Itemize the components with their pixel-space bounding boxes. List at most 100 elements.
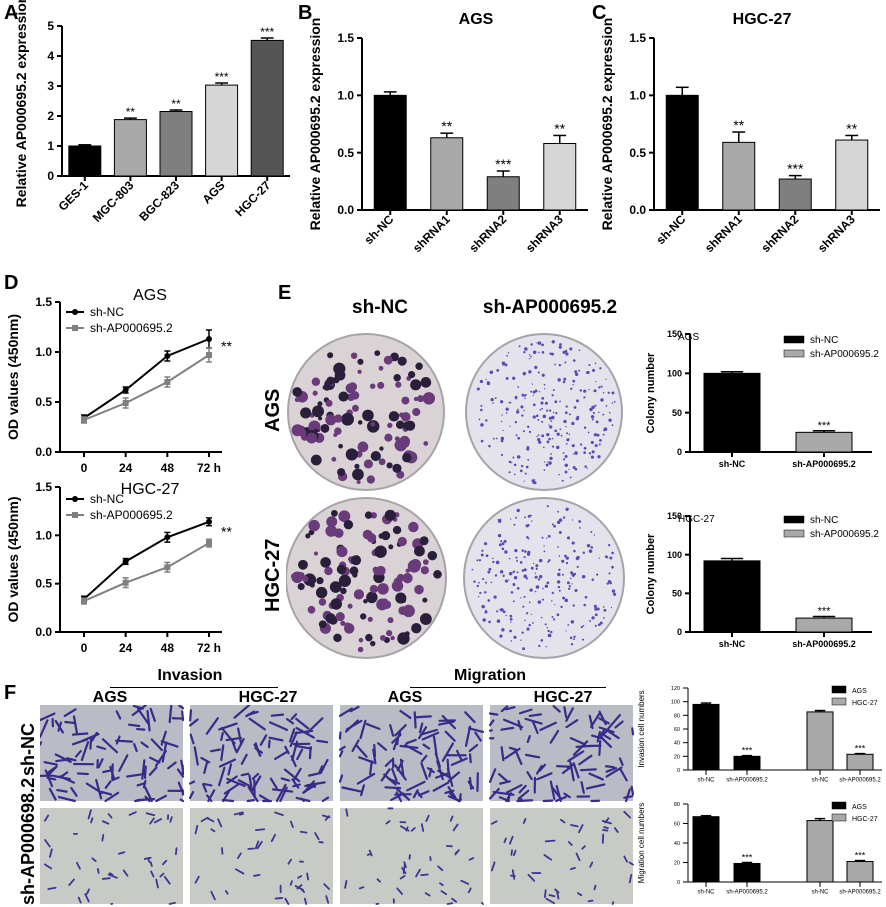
cell	[415, 715, 432, 719]
colony	[476, 387, 480, 391]
colony	[480, 380, 484, 383]
cell	[203, 760, 209, 775]
significance-label: **	[221, 338, 232, 354]
data-point	[122, 400, 129, 406]
colony	[516, 559, 519, 562]
colony	[508, 401, 511, 404]
cell	[500, 705, 509, 713]
x-tick-label: sh-NC	[811, 890, 829, 896]
colony	[603, 608, 607, 612]
significance-label: ***	[855, 851, 866, 861]
colony	[554, 603, 556, 606]
cell	[405, 738, 417, 745]
colony	[482, 578, 485, 581]
colony	[549, 352, 552, 355]
cell	[267, 739, 271, 749]
cell	[91, 857, 97, 862]
cell	[48, 787, 57, 801]
cell	[128, 811, 137, 816]
colony	[551, 600, 553, 602]
cell	[217, 818, 223, 828]
cell	[356, 772, 376, 785]
colony	[528, 370, 532, 374]
y-axis-label: Colony number	[645, 533, 657, 614]
cell	[517, 720, 522, 731]
cell	[76, 772, 89, 776]
colony	[566, 438, 570, 441]
colony	[597, 455, 601, 459]
data-point	[122, 558, 129, 565]
bar	[68, 145, 102, 177]
colony	[588, 388, 590, 391]
colony	[520, 405, 524, 409]
cell	[341, 786, 362, 793]
cell	[338, 745, 346, 751]
colony	[401, 396, 410, 405]
f-migration-rule	[410, 687, 606, 688]
colony	[338, 510, 351, 523]
colony-plate	[463, 497, 625, 659]
colony	[357, 441, 369, 453]
cell	[47, 886, 57, 890]
colony	[376, 565, 386, 576]
colony	[563, 377, 567, 381]
cell	[338, 707, 353, 717]
cell	[181, 710, 185, 722]
colony	[530, 566, 534, 570]
colony	[423, 441, 429, 446]
colony	[565, 507, 569, 511]
panel-letter-b: B	[298, 2, 313, 24]
cell	[438, 720, 455, 726]
cell	[143, 856, 152, 860]
cell	[358, 756, 375, 764]
y-tick-label: 0.0	[629, 203, 646, 217]
cell	[464, 711, 476, 724]
colony	[354, 463, 360, 469]
legend-label: HGC-27	[852, 700, 878, 707]
data-point	[206, 352, 212, 358]
cell	[321, 814, 331, 819]
colony	[549, 456, 553, 461]
cell	[117, 851, 126, 855]
cell	[210, 828, 216, 833]
cell	[136, 797, 156, 802]
colony	[520, 639, 522, 641]
colony	[573, 549, 576, 553]
data-point	[206, 540, 212, 547]
colony	[397, 356, 407, 366]
cell	[150, 870, 155, 878]
cell	[296, 884, 303, 890]
colony	[505, 376, 509, 380]
x-tick-label: shRNA1	[702, 212, 745, 255]
colony	[608, 572, 611, 575]
colony	[292, 387, 303, 397]
cell	[532, 720, 539, 735]
colony	[562, 380, 566, 384]
colony	[534, 389, 538, 393]
cell	[149, 861, 153, 868]
cell	[220, 744, 225, 762]
cell	[283, 768, 301, 783]
cell	[503, 837, 507, 844]
colony	[411, 622, 422, 634]
colony	[543, 469, 546, 471]
cell	[517, 799, 534, 803]
colony	[599, 621, 603, 625]
e-row-label-ags: AGS	[262, 388, 284, 432]
colony	[538, 574, 543, 579]
colony	[331, 456, 337, 462]
colony	[309, 582, 315, 588]
colony	[574, 467, 578, 471]
cell	[563, 706, 568, 719]
cell	[104, 791, 120, 803]
colony	[611, 589, 616, 593]
colony	[501, 414, 503, 416]
cell	[237, 852, 242, 859]
bar	[806, 820, 834, 883]
series-line	[83, 542, 210, 602]
colony	[486, 381, 490, 384]
colony	[550, 420, 553, 422]
colony	[409, 559, 422, 571]
cell	[391, 767, 398, 782]
colony	[545, 645, 548, 648]
